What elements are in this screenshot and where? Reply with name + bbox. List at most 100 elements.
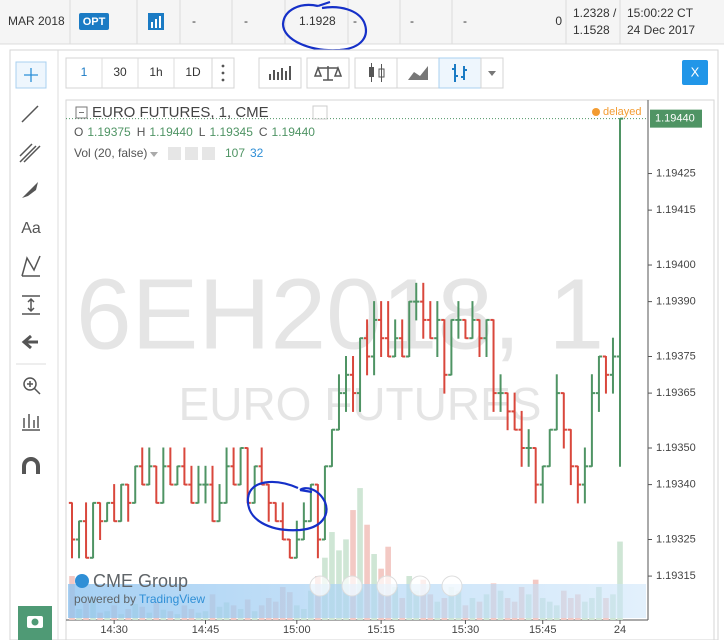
ohlc-bar — [209, 465, 216, 523]
ohlc-bar — [139, 447, 146, 486]
zoom-out[interactable] — [341, 575, 363, 597]
zoom-tool[interactable] — [23, 377, 37, 391]
magnet-tool[interactable] — [22, 414, 40, 431]
study-icon[interactable] — [168, 147, 181, 160]
measure-tool[interactable] — [22, 295, 40, 315]
ohlc-bar — [342, 356, 350, 412]
ohlc-bar — [420, 282, 427, 339]
volume-bar — [357, 488, 363, 620]
close-label[interactable]: X — [691, 64, 700, 79]
pattern-tool[interactable] — [21, 255, 41, 277]
ohlc-bar — [118, 483, 125, 523]
ohlc-bar — [356, 337, 364, 412]
legend-key: L — [199, 125, 206, 139]
ohlc-bar — [539, 465, 546, 504]
ohlc-bar — [307, 483, 315, 523]
brand-platform: TradingView — [139, 592, 205, 606]
axes: 1.19425 1.19415 1.19400 1.19390 1.19375 1.193… — [100, 109, 702, 636]
remove-tool[interactable] — [21, 334, 38, 350]
volume-bar — [364, 524, 370, 620]
legend-value: 1.19345 — [209, 125, 253, 139]
trend-line-tool[interactable] — [21, 105, 39, 123]
ohlc-bar — [216, 484, 223, 523]
ohlc-bar — [497, 374, 504, 412]
close-button[interactable] — [682, 60, 708, 85]
ohlc-bar — [546, 428, 553, 468]
ohlc-bar — [427, 301, 434, 340]
ohlc-bar — [89, 501, 97, 559]
ohlc-bar — [518, 410, 525, 467]
study-icon[interactable] — [202, 147, 215, 160]
brand-globe — [75, 574, 89, 588]
date: 24 Dec 2017 — [627, 23, 695, 37]
candles-button[interactable] — [354, 57, 398, 89]
ohlc-bar — [82, 502, 90, 559]
area-button[interactable] — [396, 57, 440, 89]
opt-badge[interactable] — [79, 13, 109, 30]
interval-button[interactable]: 1h — [149, 65, 162, 79]
indicators-button[interactable] — [258, 57, 302, 89]
volume-ma: 32 — [250, 146, 264, 160]
volume-value: 107 — [225, 146, 245, 160]
ohlc-bar — [132, 465, 139, 504]
bar-layer — [66, 117, 648, 559]
x-tick-label: 24 — [614, 624, 626, 636]
y-tick-label: 1.19415 — [656, 204, 696, 216]
ohlc-bar — [434, 301, 441, 358]
cell: 0 — [555, 14, 562, 28]
reset[interactable] — [376, 575, 398, 597]
ohlc-bar — [574, 465, 582, 504]
ohlc-bar — [68, 501, 76, 559]
last-price-label: 1.19440 — [655, 113, 695, 125]
ohlc-bar — [483, 318, 490, 358]
y-tick-label: 1.19375 — [656, 350, 696, 362]
study-icon[interactable] — [185, 147, 198, 160]
interval-button[interactable]: 1 — [81, 65, 88, 79]
interval-button[interactable]: 30 — [113, 65, 127, 79]
ohlc-bar — [455, 301, 462, 339]
x-tick-label: 15:00 — [283, 624, 311, 636]
ohlc-bar — [511, 392, 518, 431]
ohlc-bar — [595, 355, 603, 412]
fib-tool[interactable] — [19, 143, 41, 163]
lock-tool[interactable] — [22, 457, 40, 474]
settings-icon[interactable] — [312, 105, 328, 120]
ohlc-bar — [153, 465, 160, 504]
zoom-in[interactable] — [409, 575, 431, 597]
brush-tool[interactable] — [22, 182, 38, 198]
ohlc-bar — [202, 465, 209, 504]
collapse-icon[interactable] — [75, 106, 88, 119]
range-low: 1.1528 — [573, 23, 610, 37]
scroll-right[interactable] — [441, 575, 463, 597]
ohlc-bar — [258, 447, 265, 486]
ohlc-bar — [413, 282, 420, 321]
legend-value: 1.19440 — [149, 125, 193, 139]
ohlc-bar — [328, 428, 336, 468]
y-tick-label: 1.19325 — [656, 533, 696, 545]
ohlc-bar — [532, 447, 539, 504]
x-tick-label: 15:45 — [529, 624, 557, 636]
opt-label[interactable]: OPT — [83, 16, 106, 28]
interval-button[interactable]: 1D — [185, 65, 201, 79]
bars-button[interactable] — [438, 57, 482, 89]
ohlc-bar — [476, 318, 483, 358]
scroll-left[interactable] — [309, 575, 331, 597]
text-tool[interactable]: Aa — [21, 220, 41, 237]
legend-key: C — [259, 125, 268, 139]
ohlc-bar — [286, 538, 293, 559]
ohlc-bar — [160, 447, 167, 504]
ohlc-bar — [265, 483, 272, 522]
ohlc-bar — [370, 301, 378, 376]
ohlc-bar — [616, 117, 624, 467]
ohlc-bar — [363, 319, 371, 376]
left-toolbar: Aa — [15, 50, 59, 640]
y-tick-label: 1.19390 — [656, 296, 696, 308]
ohlc-bar — [406, 300, 413, 358]
ohlc-bar — [560, 392, 567, 449]
y-tick-label: 1.19340 — [656, 479, 696, 491]
cell: - — [463, 14, 467, 28]
cell: - — [353, 14, 357, 28]
chart-icon[interactable] — [148, 13, 164, 30]
y-tick-label: 1.19315 — [656, 570, 696, 582]
